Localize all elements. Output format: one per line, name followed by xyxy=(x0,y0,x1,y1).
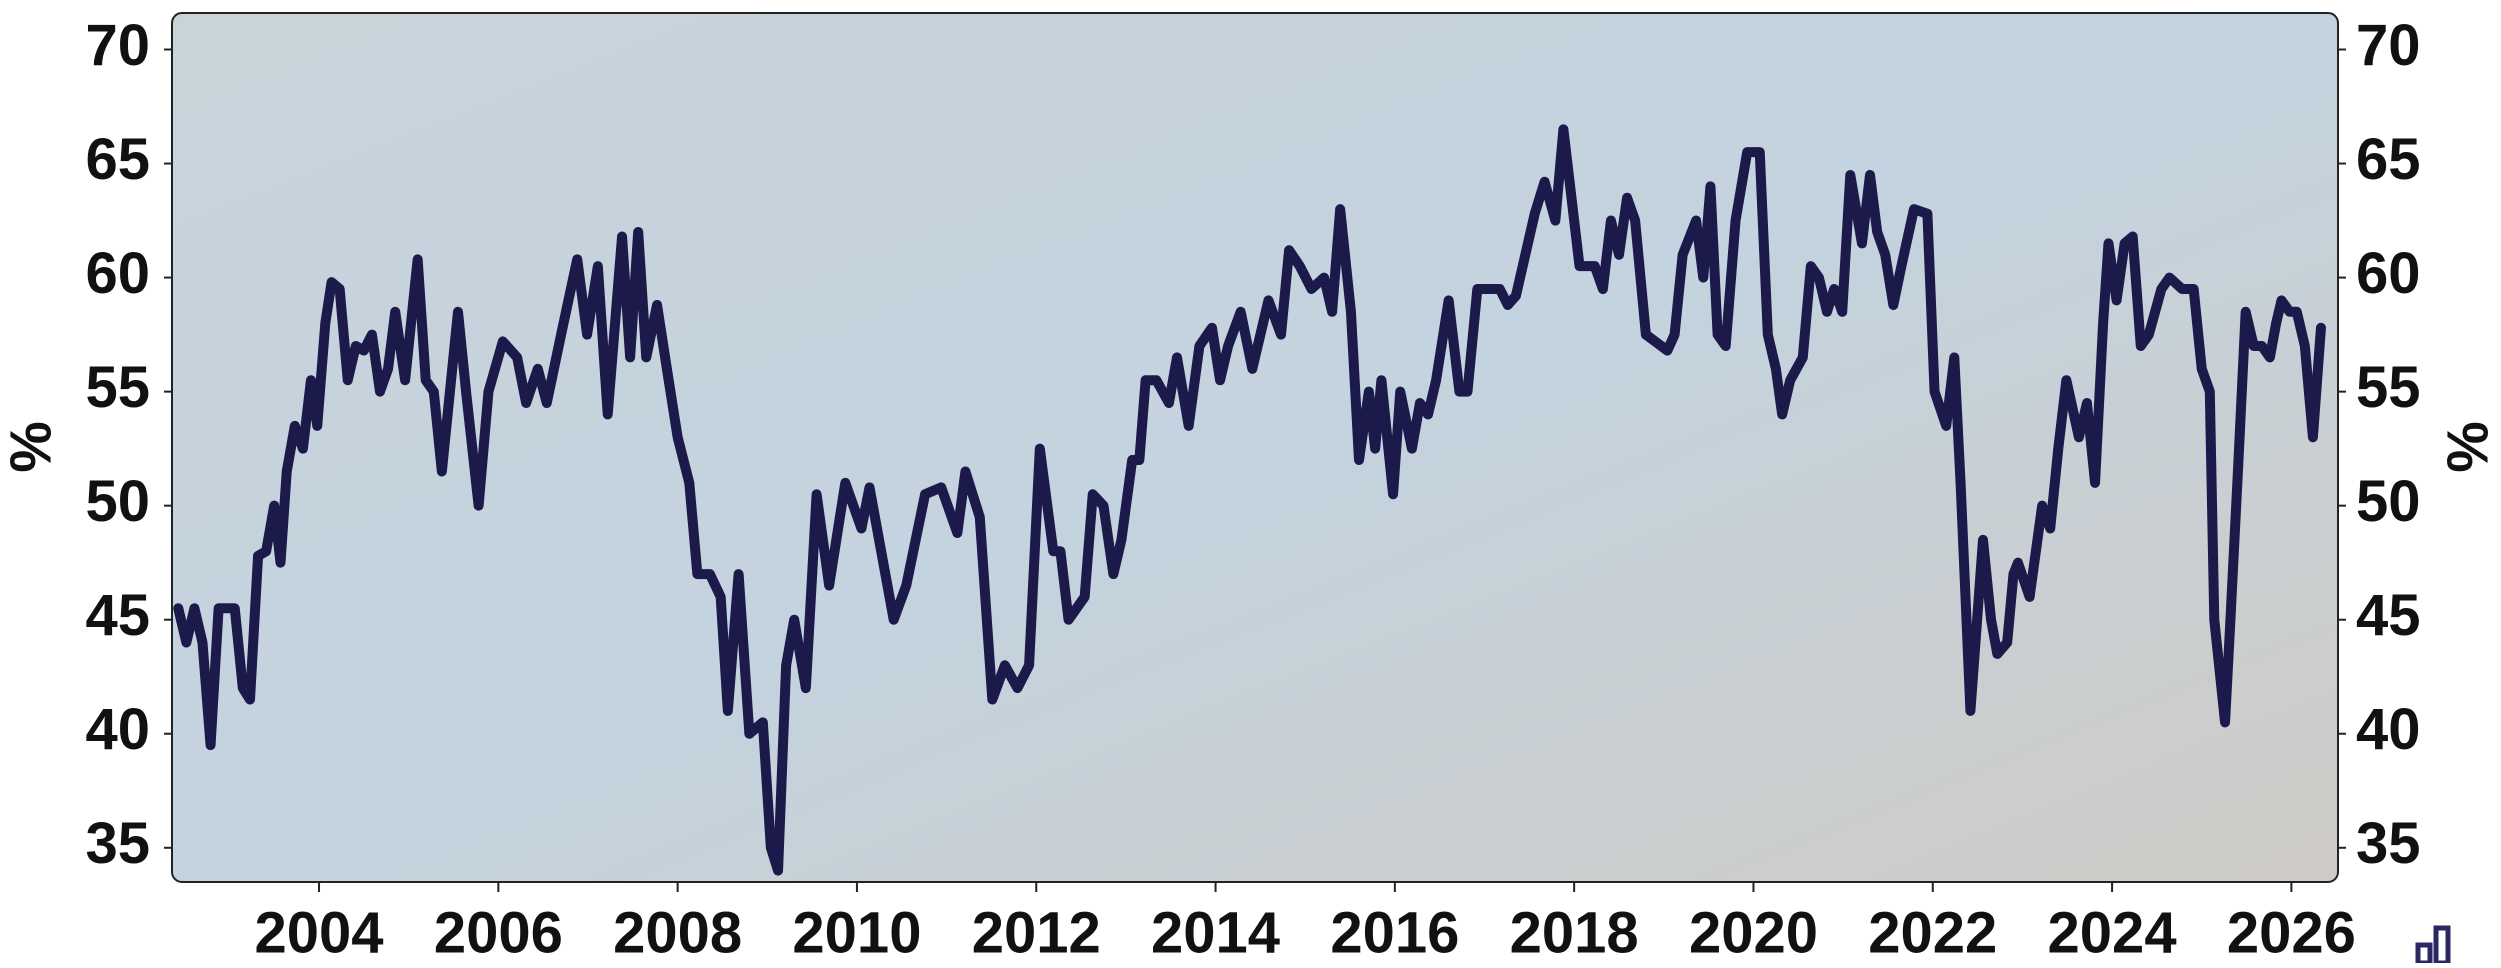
x-tick-label: 2022 xyxy=(1868,900,1997,963)
y2-tick-label: 65 xyxy=(2356,127,2421,192)
x-tick-label: 2008 xyxy=(613,900,742,963)
y-tick-label: 55 xyxy=(85,355,150,420)
y-tick-label: 35 xyxy=(85,811,150,876)
logo-icon xyxy=(2415,925,2451,966)
y-tick-label: 70 xyxy=(85,13,150,78)
y-axis-label: % xyxy=(0,421,63,473)
x-tick-label: 2012 xyxy=(972,900,1101,963)
y2-tick-label: 55 xyxy=(2356,355,2421,420)
y-tick-label: 60 xyxy=(85,241,150,306)
y-tick-label: 40 xyxy=(85,697,150,762)
y2-tick-label: 60 xyxy=(2356,241,2421,306)
x-tick-label: 2014 xyxy=(1151,900,1280,963)
y-tick-label: 45 xyxy=(85,583,150,648)
y-tick-label: 50 xyxy=(85,469,150,534)
x-tick-label: 2024 xyxy=(2048,900,2177,963)
y2-tick-label: 45 xyxy=(2356,583,2421,648)
y2-tick-label: 40 xyxy=(2356,697,2421,762)
x-tick-label: 2018 xyxy=(1510,900,1639,963)
x-tick-label: 2006 xyxy=(434,900,563,963)
x-tick-label: 2020 xyxy=(1689,900,1818,963)
y2-tick-label: 35 xyxy=(2356,811,2421,876)
plot-area xyxy=(171,12,2339,883)
x-tick-label: 2026 xyxy=(2227,900,2356,963)
y2-tick-label: 70 xyxy=(2356,13,2421,78)
x-tick-label: 2004 xyxy=(255,900,384,963)
x-tick-label: 2010 xyxy=(792,900,921,963)
y-tick-label: 65 xyxy=(85,127,150,192)
y2-axis-label: % xyxy=(2435,421,2500,473)
data-line xyxy=(173,124,2326,876)
x-tick-label: 2016 xyxy=(1330,900,1459,963)
y2-tick-label: 50 xyxy=(2356,469,2421,534)
